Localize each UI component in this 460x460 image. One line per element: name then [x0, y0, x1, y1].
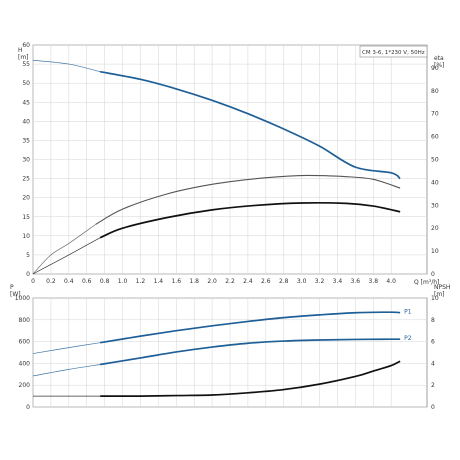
series-label-p1: P1 [404, 309, 412, 316]
curve-thin-segment [32, 224, 96, 275]
right-tick-label: 0 [431, 404, 435, 411]
head-efficiency-panel: 0 5 10 15 20 25 30 35 40 45 50 55 60 0 10 20 30 40 50 60 70 8… [18, 42, 444, 286]
left-tick-label: 200 [19, 382, 31, 389]
power-axis-label: P [W] [10, 284, 21, 298]
right-tick-label: 0 [431, 271, 435, 278]
left-tick-label: 35 [22, 137, 30, 144]
head-axis-label: H [m] [18, 47, 29, 61]
series-label-p2: P2 [404, 335, 412, 342]
right-tick-label: 30 [431, 202, 439, 209]
legend-box-text: CM 3-6, 1*230 V, 50Hz [362, 50, 425, 56]
left-tick-label: 0 [26, 271, 30, 278]
x-tick-label: 2.4 [243, 278, 253, 285]
right-tick-label: 50 [431, 157, 439, 164]
power-npsh-panel: P1 P2 0 200 400 600 800 1000 0 2 4 6 8 10 P [W] NPSH[… [10, 284, 450, 411]
curve-thin-segment [32, 59, 101, 73]
top-curves [32, 59, 401, 275]
x-tick-label: 4.0 [386, 278, 396, 285]
right-tick-label: 10 [431, 295, 439, 302]
x-tick-label: 2.0 [207, 278, 217, 285]
left-tick-label: 15 [22, 214, 30, 221]
x-tick-label: 2.2 [225, 278, 235, 285]
left-tick-label: 5 [26, 252, 30, 259]
right-tick-label: 2 [431, 382, 435, 389]
p1-curve [100, 311, 401, 344]
x-tick-label: 1.6 [171, 278, 181, 285]
left-tick-label: 30 [22, 157, 30, 164]
left-tick-label: 50 [22, 80, 30, 87]
left-tick-label: 20 [22, 195, 30, 202]
curve-thin-segment [32, 237, 101, 275]
left-tick-label: 25 [22, 176, 30, 183]
x-tick-label: 0 [31, 278, 35, 285]
p2-curve-thin-segment [32, 364, 101, 377]
curve [95, 174, 401, 225]
left-tick-label: 60 [22, 42, 30, 49]
flow-axis-label: Q [m³/h] [414, 279, 439, 286]
x-tick-label: 3.4 [333, 278, 343, 285]
x-tick-label: 1.4 [154, 278, 164, 285]
right-tick-label: 60 [431, 134, 439, 141]
p1-curve-thin-segment [32, 342, 101, 354]
left-tick-label: 400 [19, 360, 31, 367]
x-tick-label: 1.2 [136, 278, 146, 285]
bottom-tick-labels: 0 200 400 600 800 1000 0 2 4 6 8 10 [15, 295, 439, 411]
right-tick-label: 90 [431, 65, 439, 72]
bottom-curves: P1 P2 [32, 309, 412, 397]
left-tick-label: 55 [22, 61, 30, 68]
legend-box: CM 3-6, 1*230 V, 50Hz [359, 45, 428, 58]
right-tick-label: 6 [431, 339, 435, 346]
left-tick-label: 40 [22, 118, 30, 125]
npsh-axis-label: NPSH [m] [434, 284, 450, 298]
right-tick-label: 20 [431, 225, 439, 232]
x-tick-label: 0.2 [46, 278, 56, 285]
x-tick-label: 3.6 [351, 278, 361, 285]
legend-box-frame [359, 45, 428, 58]
left-tick-label: 45 [22, 99, 30, 106]
curve [100, 70, 401, 180]
right-tick-label: 8 [431, 317, 435, 324]
right-tick-label: 40 [431, 179, 439, 186]
x-tick-label: 0.8 [100, 278, 110, 285]
x-tick-label: 3.2 [315, 278, 325, 285]
right-tick-label: 80 [431, 88, 439, 95]
x-tick-label: 2.6 [261, 278, 271, 285]
x-tick-label: 3.8 [368, 278, 378, 285]
x-tick-label: 0.6 [82, 278, 92, 285]
right-tick-label: 10 [431, 248, 439, 255]
x-tick-label: 1.8 [189, 278, 199, 285]
right-tick-label: 70 [431, 111, 439, 118]
x-tick-label: 3.0 [297, 278, 307, 285]
left-tick-label: 800 [19, 317, 31, 324]
curve [100, 360, 401, 397]
curve [99, 202, 401, 239]
left-tick-label: 10 [22, 233, 30, 240]
p2-curve [100, 338, 401, 366]
eta-axis-label: eta [%] [434, 55, 444, 69]
bottom-gridlines [32, 297, 427, 408]
right-tick-label: 4 [431, 360, 435, 367]
x-tick-label: 1.0 [118, 278, 128, 285]
top-gridlines [32, 44, 427, 275]
left-tick-label: 1000 [15, 295, 30, 302]
x-tick-label: 0.4 [64, 278, 74, 285]
x-tick-label: 2.8 [279, 278, 289, 285]
top-tick-labels: 0 5 10 15 20 25 30 35 40 45 50 55 60 0 10 20 30 40 50 60 70 8… [22, 42, 438, 285]
left-tick-label: 0 [26, 404, 30, 411]
left-tick-label: 600 [19, 339, 31, 346]
